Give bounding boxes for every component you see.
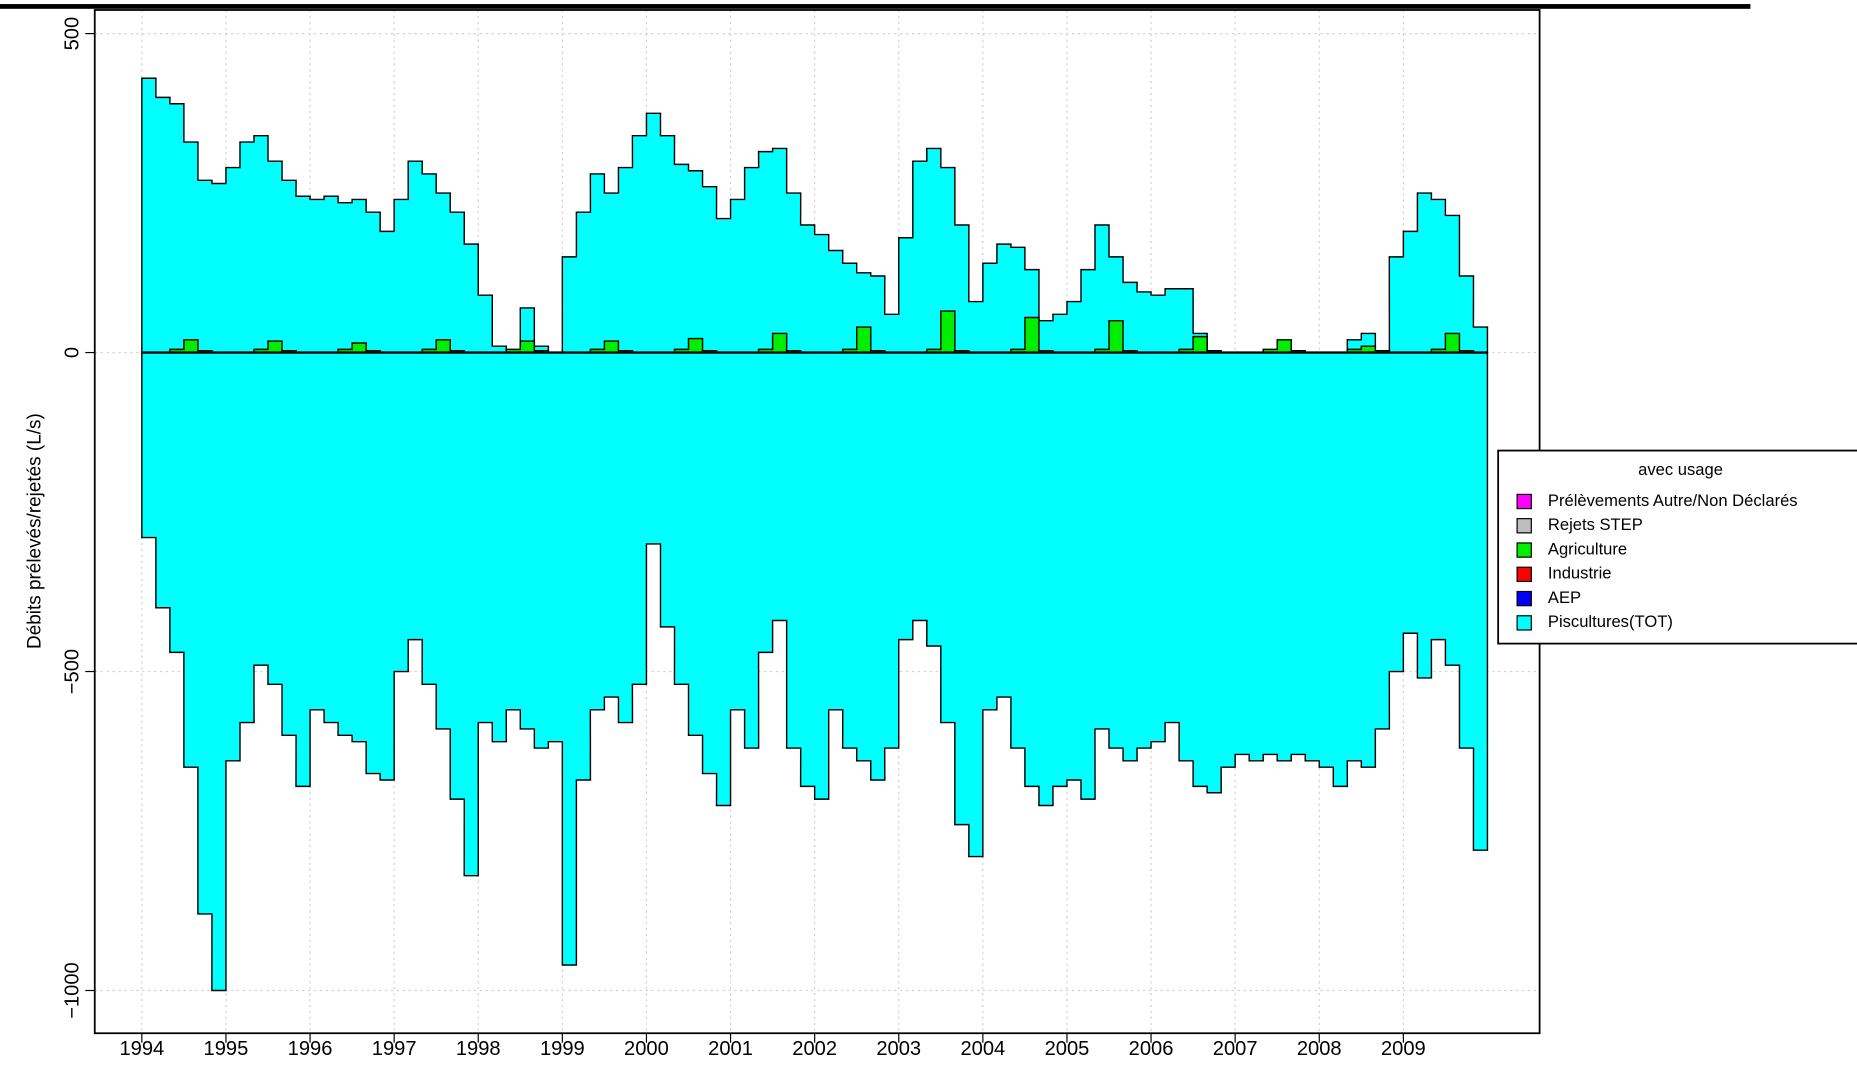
- y-tick-label: 500: [62, 17, 84, 51]
- x-tick-label: 2005: [1045, 1038, 1090, 1060]
- x-tick-label: 2003: [876, 1038, 921, 1060]
- y-tick-label: 0: [62, 347, 84, 358]
- legend-box: [1497, 449, 1857, 645]
- x-tick-label: 1999: [540, 1038, 585, 1060]
- x-tick-label: 2008: [1297, 1038, 1342, 1060]
- x-tick-label: 1998: [456, 1038, 501, 1060]
- x-tick-label: 2006: [1129, 1038, 1174, 1060]
- top-bar: [0, 4, 1751, 9]
- x-tick-label: 1996: [288, 1038, 333, 1060]
- x-tick-label: 2004: [960, 1038, 1005, 1060]
- x-tick-label: 2001: [708, 1038, 753, 1060]
- x-tick-label: 2009: [1381, 1038, 1426, 1060]
- legend-label: Agriculture: [1548, 539, 1627, 558]
- legend-swatch: [1516, 542, 1532, 558]
- y-axis-label: Débits prélevés/rejetés (L/s): [25, 413, 46, 649]
- legend-swatch: [1516, 615, 1532, 631]
- legend-swatch: [1516, 566, 1532, 583]
- legend-label: AEP: [1548, 588, 1581, 607]
- legend-swatch: [1516, 518, 1532, 534]
- legend-swatch: [1516, 493, 1532, 510]
- legend-title: avec usage: [1638, 460, 1723, 479]
- y-tick-label: −1000: [62, 962, 84, 1019]
- x-tick-label: 1995: [204, 1038, 249, 1060]
- legend-label: Industrie: [1548, 564, 1612, 583]
- y-tick-label: −500: [62, 649, 84, 694]
- x-tick-label: 1994: [119, 1038, 164, 1060]
- legend-swatch: [1516, 590, 1532, 607]
- x-tick-label: 2000: [624, 1038, 669, 1060]
- x-tick-label: 2002: [792, 1038, 837, 1060]
- legend-label: Rejets STEP: [1548, 515, 1643, 534]
- x-tick-label: 2007: [1213, 1038, 1258, 1060]
- area: [141, 351, 1489, 992]
- legend-label: Prélèvements Autre/Non Déclarés: [1548, 491, 1798, 510]
- area: [141, 77, 1489, 354]
- x-tick-label: 1997: [372, 1038, 417, 1060]
- legend-label: Piscultures(TOT): [1548, 612, 1673, 631]
